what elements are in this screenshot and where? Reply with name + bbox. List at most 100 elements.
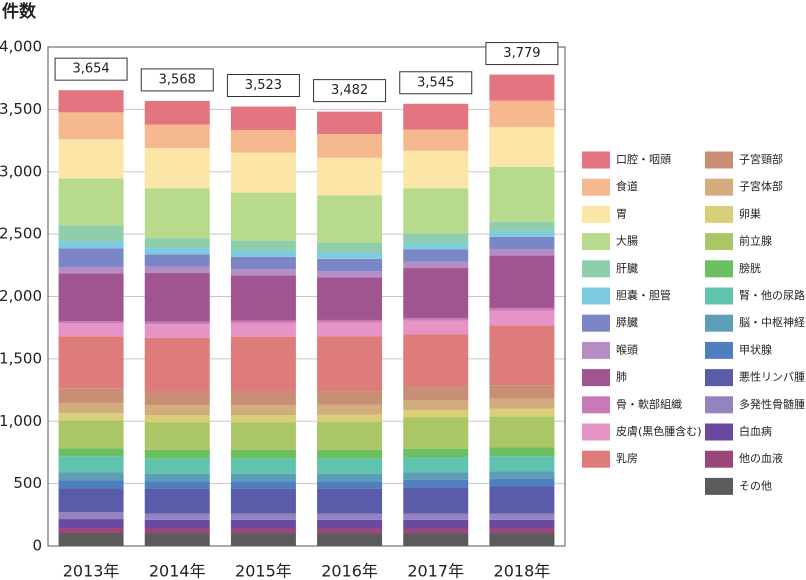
bar-segment	[230, 481, 296, 489]
bar-segment	[58, 112, 124, 140]
bar-segment	[489, 100, 555, 127]
bar-segment	[144, 519, 210, 529]
bar-segment	[317, 458, 383, 474]
bar-segment	[58, 267, 124, 274]
bar-segment	[58, 519, 124, 529]
bar-segment	[58, 336, 124, 389]
bar-segment	[403, 528, 469, 534]
bar-segment	[489, 166, 555, 222]
bar-segment	[489, 519, 555, 529]
legend-swatch	[582, 314, 610, 332]
total-box	[226, 74, 300, 98]
bar-segment	[144, 337, 210, 392]
x-tick-label: 2014年	[149, 562, 206, 580]
bar-segment	[144, 324, 210, 338]
bar-segment	[58, 528, 124, 534]
bar-segment	[489, 74, 555, 101]
legend-swatch	[582, 151, 610, 169]
legend-label: 骨・軟部組織	[616, 397, 682, 411]
total-label: 3,523	[245, 78, 282, 93]
legend-swatch	[705, 178, 733, 196]
bar-segment	[58, 420, 124, 449]
bar-segment	[317, 404, 383, 415]
legend-label: 子宮体部	[739, 179, 783, 193]
bar-segment	[403, 233, 469, 244]
legend-label: 脳・中枢神経系	[739, 315, 806, 329]
bar-segment	[230, 513, 296, 520]
legend-swatch	[582, 423, 610, 441]
bar-segment	[144, 266, 210, 274]
bar-segment	[317, 319, 383, 323]
bar-segment	[403, 188, 469, 234]
legend-swatch	[705, 151, 733, 169]
legend-swatch	[582, 287, 610, 305]
bar-segment	[58, 456, 124, 473]
bar-segment	[58, 139, 124, 179]
bar-segment	[58, 241, 124, 249]
bar-segment	[317, 513, 383, 520]
bar-segment	[403, 448, 469, 458]
bar-segment	[317, 414, 383, 422]
y-tick-label: 500	[13, 474, 42, 492]
bar-segment	[317, 258, 383, 272]
bar-segment	[489, 478, 555, 487]
bar-segment	[144, 481, 210, 489]
y-tick-label: 2,000	[0, 287, 42, 305]
y-axis-title: 件数	[2, 1, 37, 22]
bar-segment	[489, 230, 555, 237]
bar-segment	[403, 261, 469, 269]
bar-segment	[403, 400, 469, 411]
bar-segment	[317, 322, 383, 337]
bar-segment	[58, 488, 124, 513]
y-tick-label: 3,000	[0, 162, 42, 180]
bar-segment	[230, 405, 296, 416]
total-label: 3,545	[417, 75, 454, 90]
legend-swatch	[582, 233, 610, 251]
legend-label: 多発性骨髄腫	[739, 397, 805, 411]
bar-segment	[489, 471, 555, 479]
total-label: 3,568	[159, 72, 196, 87]
total-label: 3,482	[331, 83, 368, 98]
bar-segment	[230, 519, 296, 529]
bar-segment	[144, 533, 210, 546]
bar-segment	[317, 134, 383, 158]
bar-segment	[230, 130, 296, 153]
legend-swatch	[705, 450, 733, 468]
legend-label: 大腸	[616, 234, 638, 248]
bar-segment	[317, 449, 383, 459]
bar-segment	[403, 320, 469, 335]
legend-swatch	[582, 260, 610, 278]
bar-segment	[58, 273, 124, 322]
bar-segment	[230, 528, 296, 534]
bar-segment	[489, 528, 555, 534]
legend-swatch	[705, 260, 733, 278]
bar-segment	[58, 533, 124, 546]
bar-segment	[144, 528, 210, 534]
bar-segment	[144, 238, 210, 249]
bar-segment	[317, 391, 383, 405]
bar-segment	[144, 188, 210, 239]
legend-swatch	[582, 341, 610, 359]
total-box	[54, 57, 128, 81]
legend-swatch	[705, 314, 733, 332]
bar-segment	[58, 480, 124, 489]
bar-segment	[403, 129, 469, 151]
bar-segment	[144, 391, 210, 406]
bar-segment	[58, 413, 124, 421]
bar-segment	[317, 195, 383, 243]
bar-segment	[489, 513, 555, 520]
bar-segment	[58, 448, 124, 457]
bar-segment	[317, 528, 383, 534]
y-tick-label: 3,500	[0, 100, 42, 118]
bar-segment	[489, 221, 555, 231]
bar-segment	[317, 421, 383, 450]
bar-segment	[230, 275, 296, 321]
bar-segment	[489, 385, 555, 399]
legend-label: 口腔・咽頭	[616, 152, 671, 166]
bar-segment	[317, 157, 383, 196]
bar-segment	[144, 415, 210, 423]
bar-segment	[317, 336, 383, 392]
legend-swatch	[582, 450, 610, 468]
bar-segment	[317, 252, 383, 259]
total-box	[313, 79, 387, 103]
